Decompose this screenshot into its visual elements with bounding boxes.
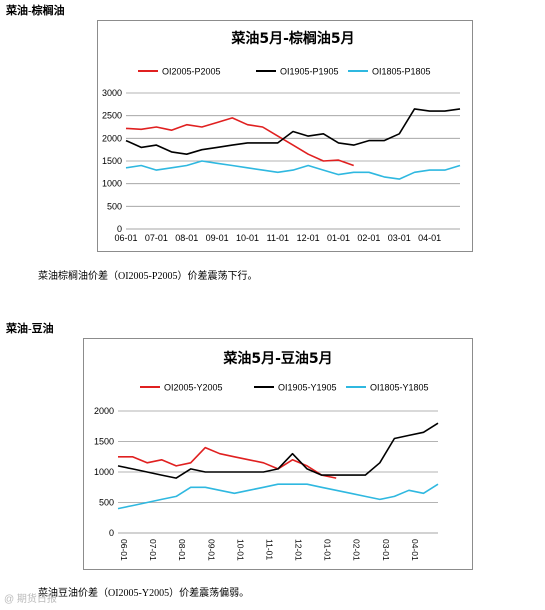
y-tick-label-500: 500 xyxy=(99,498,114,508)
x-tick-label-10-01: 10-01 xyxy=(236,233,259,243)
series-line-OI1805-Y1805 xyxy=(117,483,439,510)
legend-label-OI2005-P2005: OI2005-P2005 xyxy=(162,67,221,77)
series-line-OI1905-Y1905 xyxy=(117,422,439,479)
section1-heading: 菜油-棕榈油 xyxy=(6,5,65,17)
chart-title: 菜油5月-棕榈油5月 xyxy=(230,30,354,47)
x-tick-label-08-01: 08-01 xyxy=(177,539,187,561)
x-tick-label-10-01: 10-01 xyxy=(235,539,245,561)
x-tick-label-06-01: 06-01 xyxy=(119,539,129,561)
x-tick-label-04-01: 04-01 xyxy=(418,233,441,243)
section2-heading: 菜油-豆油 xyxy=(6,323,54,335)
legend-label-OI1905-P1905: OI1905-P1905 xyxy=(280,67,339,77)
legend-label-OI1905-Y1905: OI1905-Y1905 xyxy=(278,383,337,393)
legend-label-OI1805-P1805: OI1805-P1805 xyxy=(372,67,431,77)
y-tick-label-2000: 2000 xyxy=(102,133,122,143)
y-tick-label-1500: 1500 xyxy=(102,156,122,166)
x-tick-label-01-01: 01-01 xyxy=(327,233,350,243)
section2-caption: 菜油豆油价差（OI2005-Y2005）价差震荡偏弱。 xyxy=(38,588,250,599)
series-line-OI1805-P1805 xyxy=(125,160,461,180)
watermark: @ 期货日报 xyxy=(4,594,57,605)
legend-label-OI2005-Y2005: OI2005-Y2005 xyxy=(164,383,223,393)
x-tick-label-06-01: 06-01 xyxy=(114,233,137,243)
y-tick-label-1500: 1500 xyxy=(94,437,114,447)
x-tick-label-02-01: 02-01 xyxy=(352,539,362,561)
chart-oil-palm: 菜油5月-棕榈油5月 OI2005-P2005 OI1905-P1905 OI1805… xyxy=(97,20,473,252)
legend-label-OI1805-Y1805: OI1805-Y1805 xyxy=(370,383,429,393)
y-tick-label-3000: 3000 xyxy=(102,88,122,98)
x-tick-label-09-01: 09-01 xyxy=(206,539,216,561)
y-tick-label-2000: 2000 xyxy=(94,406,114,416)
section1-caption: 菜油棕榈油价差（OI2005-P2005）价差震荡下行。 xyxy=(38,271,258,282)
series-line-OI2005-P2005 xyxy=(125,117,354,167)
x-tick-label-12-01: 12-01 xyxy=(294,539,304,561)
x-tick-label-09-01: 09-01 xyxy=(206,233,229,243)
y-tick-label-0: 0 xyxy=(117,224,122,234)
chart-oil-palm-svg: 菜油5月-棕榈油5月 OI2005-P2005 OI1905-P1905 OI1805… xyxy=(102,30,461,243)
series-line-OI1905-P1905 xyxy=(125,108,461,155)
chart-title: 菜油5月-豆油5月 xyxy=(222,350,332,367)
y-tick-label-1000: 1000 xyxy=(94,467,114,477)
series-line-OI2005-Y2005 xyxy=(118,446,337,479)
y-tick-label-2500: 2500 xyxy=(102,111,122,121)
x-tick-label-07-01: 07-01 xyxy=(148,539,158,561)
chart-oil-soy: 菜油5月-豆油5月 OI2005-Y2005 OI1905-Y1905 OI1805-… xyxy=(83,338,473,570)
x-tick-label-08-01: 08-01 xyxy=(175,233,198,243)
chart-oil-soy-svg: 菜油5月-豆油5月 OI2005-Y2005 OI1905-Y1905 OI1805-… xyxy=(94,350,439,561)
x-tick-label-01-01: 01-01 xyxy=(323,539,333,561)
y-tick-label-0: 0 xyxy=(109,528,114,538)
x-tick-label-12-01: 12-01 xyxy=(297,233,320,243)
y-tick-label-1000: 1000 xyxy=(102,179,122,189)
x-tick-label-03-01: 03-01 xyxy=(381,539,391,561)
x-tick-label-02-01: 02-01 xyxy=(357,233,380,243)
x-tick-label-11-01: 11-01 xyxy=(264,539,274,560)
x-tick-label-03-01: 03-01 xyxy=(388,233,411,243)
x-tick-label-07-01: 07-01 xyxy=(145,233,168,243)
x-tick-label-04-01: 04-01 xyxy=(410,539,420,561)
x-tick-label-11-01: 11-01 xyxy=(267,233,289,243)
y-tick-label-500: 500 xyxy=(107,201,122,211)
